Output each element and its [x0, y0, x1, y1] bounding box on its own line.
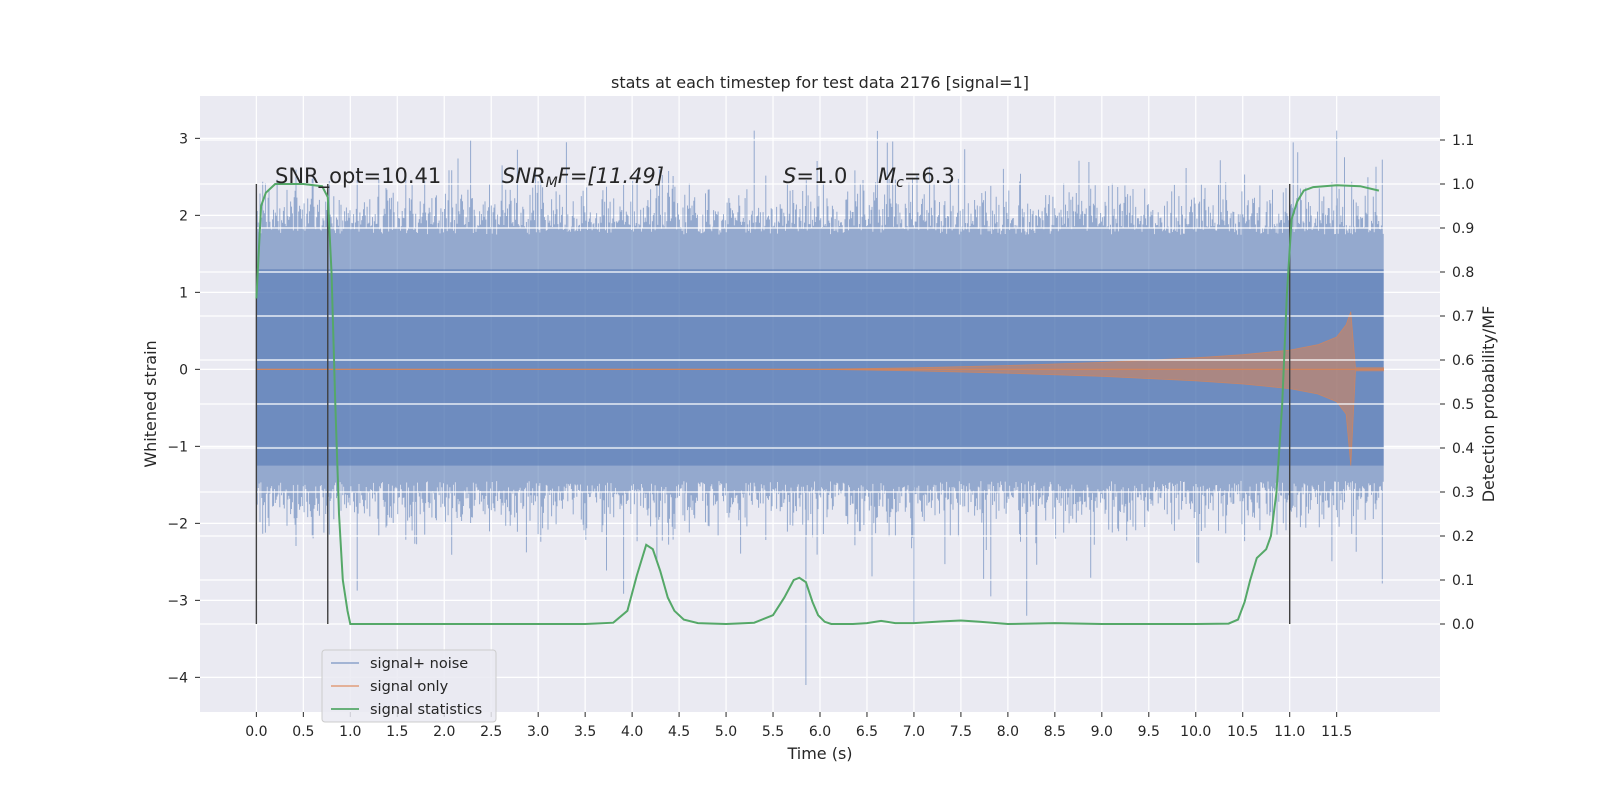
- y-tick-label: 0: [179, 362, 188, 378]
- y-right-tick-label: 0.7: [1452, 309, 1474, 325]
- x-tick-label: 6.5: [856, 724, 878, 740]
- annotation-snr-opt: SNR_opt=10.41: [275, 164, 441, 189]
- annotation-mc-sub: c: [896, 175, 904, 191]
- x-tick-label: 9.5: [1138, 724, 1160, 740]
- y-right-tick-label: 0.1: [1452, 573, 1474, 589]
- y-right-tick-label: 1.1: [1452, 133, 1474, 149]
- annotations: SNR_opt=10.41 SNRMF=[11.49] S=1.0 Mc=6.3: [275, 164, 955, 191]
- x-tick-label: 11.5: [1321, 724, 1352, 740]
- y-right-axis-label: Detection probability/MF: [1479, 306, 1498, 503]
- y-right-tick-label: 0.2: [1452, 529, 1474, 545]
- series-signal-statistics: [255, 183, 1380, 626]
- x-tick-labels: 0.0 0.5 1.0 1.5 2.0 2.5 3.0 3.5 4.0 4.5 5.0 5.5 6.0 6…: [245, 712, 1352, 740]
- legend-label-signal-only: signal only: [370, 679, 449, 695]
- y-tick-label: −4: [167, 670, 188, 686]
- y-right-tick-labels: 1.1 1.0 0.9 0.8 0.7 0.6 0.5 0.4 0.3 0.2 0.1 0.0: [1440, 133, 1474, 633]
- x-tick-label: 1.5: [386, 724, 408, 740]
- legend: signal+ noise signal only signal statist…: [321, 649, 497, 723]
- y-right-tick-label: 0.6: [1452, 353, 1474, 369]
- signal-statistics-line: [255, 183, 1380, 626]
- y-tick-label: 1: [179, 285, 188, 301]
- y-right-tick-label: 0.4: [1452, 441, 1474, 457]
- annotation-snr-mf-base: SNR: [502, 164, 546, 188]
- y-tick-label: −3: [167, 593, 188, 609]
- x-tick-label: 8.5: [1044, 724, 1066, 740]
- x-tick-label: 1.0: [339, 724, 361, 740]
- annotation-s: S=1.0: [783, 164, 847, 188]
- y-tick-label: −2: [167, 516, 188, 532]
- x-tick-label: 10.5: [1227, 724, 1258, 740]
- y-right-tick-label: 0.9: [1452, 221, 1474, 237]
- x-tick-label: 2.0: [433, 724, 455, 740]
- x-tick-label: 4.0: [621, 724, 643, 740]
- x-tick-label: 3.5: [574, 724, 596, 740]
- y-right-tick-label: 1.0: [1452, 177, 1474, 193]
- right-axis-gridlines: [200, 139, 1440, 625]
- legend-label-signal-plus-noise: signal+ noise: [370, 656, 468, 672]
- annotation-snr-mf-tail: F=[11.49]: [558, 164, 664, 188]
- x-tick-label: 9.0: [1091, 724, 1113, 740]
- x-tick-label: 11.0: [1274, 724, 1305, 740]
- legend-label-signal-statistics: signal statistics: [370, 702, 482, 718]
- annotation-s-var: S: [783, 164, 796, 188]
- y-tick-label: −1: [167, 439, 188, 455]
- y-right-tick-label: 0.8: [1452, 265, 1474, 281]
- annotation-mc-val: =6.3: [904, 164, 955, 188]
- x-tick-label: 10.0: [1180, 724, 1211, 740]
- x-tick-label: 4.5: [668, 724, 690, 740]
- x-tick-label: 0.0: [245, 724, 267, 740]
- x-tick-label: 7.0: [903, 724, 925, 740]
- x-tick-label: 2.5: [480, 724, 502, 740]
- x-tick-label: 5.5: [762, 724, 784, 740]
- x-tick-label: 0.5: [292, 724, 314, 740]
- y-right-tick-label: 0.0: [1452, 617, 1474, 633]
- y-tick-label: 2: [179, 208, 188, 224]
- y-right-tick-label: 0.5: [1452, 397, 1474, 413]
- chart-title: stats at each timestep for test data 217…: [611, 73, 1029, 92]
- x-tick-label: 3.0: [527, 724, 549, 740]
- annotation-snr-mf: SNRMF=[11.49]: [502, 164, 664, 191]
- annotation-snr-mf-sub: M: [546, 175, 558, 191]
- x-axis-label: Time (s): [786, 744, 852, 763]
- y-axis-label: Whitened strain: [141, 340, 160, 467]
- x-tick-label: 7.5: [950, 724, 972, 740]
- legend-box: [321, 649, 497, 723]
- annotation-s-val: =1.0: [796, 164, 847, 188]
- annotation-mc-var: M: [878, 164, 896, 188]
- y-tick-label: 3: [179, 131, 188, 147]
- x-tick-label: 6.0: [809, 724, 831, 740]
- x-tick-label: 8.0: [997, 724, 1019, 740]
- y-tick-labels: 3 2 1 0 −1 −2 −3 −4: [167, 131, 200, 686]
- y-right-tick-label: 0.3: [1452, 485, 1474, 501]
- x-tick-label: 5.0: [715, 724, 737, 740]
- annotation-mc: Mc=6.3: [878, 164, 955, 191]
